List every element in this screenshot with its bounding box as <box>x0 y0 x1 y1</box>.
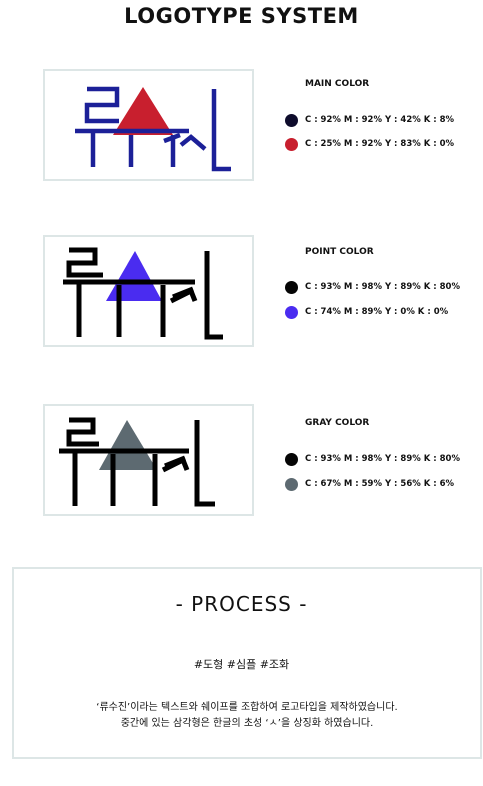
process-title: - PROCESS - <box>175 592 308 616</box>
logotype-mark <box>75 86 231 172</box>
point-color-label: POINT COLOR <box>305 247 374 257</box>
page-title: LOGOTYPE SYSTEM <box>124 4 359 28</box>
main-color-swatch-1: C : 92% M : 92% Y : 42% K : 8% <box>285 113 454 127</box>
process-panel <box>12 567 482 759</box>
color-dot <box>285 113 298 127</box>
cmyk-value: C : 25% M : 92% Y : 83% K : 0% <box>305 139 455 149</box>
process-tags: #도형 #심플 #조화 <box>193 658 290 671</box>
color-dot <box>285 280 298 294</box>
triangle-shape <box>106 251 162 301</box>
point-color-swatch-1: C : 93% M : 98% Y : 89% K : 80% <box>285 280 460 294</box>
color-dot <box>285 305 298 319</box>
logotype-main-color <box>43 69 254 181</box>
logotype-mark <box>63 247 223 340</box>
process-description: ‘류수진’이라는 텍스트와 쉐이프를 조합하여 로고타입을 제작하였습니다. 중… <box>12 700 482 732</box>
cmyk-value: C : 92% M : 92% Y : 42% K : 8% <box>305 115 455 125</box>
triangle-shape <box>99 420 157 470</box>
color-dot <box>285 137 298 151</box>
main-color-swatch-2: C : 25% M : 92% Y : 83% K : 0% <box>285 137 454 151</box>
color-dot <box>285 477 298 491</box>
cmyk-value: C : 67% M : 59% Y : 56% K : 6% <box>305 479 455 489</box>
logotype-gray-color <box>43 404 254 516</box>
gray-color-swatch-2: C : 67% M : 59% Y : 56% K : 6% <box>285 477 454 491</box>
triangle-shape <box>113 87 173 135</box>
main-color-label: MAIN COLOR <box>305 79 370 89</box>
gray-color-swatch-1: C : 93% M : 98% Y : 89% K : 80% <box>285 452 460 466</box>
gray-color-label: GRAY COLOR <box>305 418 370 428</box>
process-desc-line-2: 중간에 있는 삼각형은 한글의 초성 ‘ㅅ’을 상징화 하였습니다. <box>120 718 374 729</box>
logotype-point-color <box>43 235 254 347</box>
cmyk-value: C : 93% M : 98% Y : 89% K : 80% <box>305 282 460 292</box>
cmyk-value: C : 93% M : 98% Y : 89% K : 80% <box>305 454 460 464</box>
point-color-swatch-2: C : 74% M : 89% Y : 0% K : 0% <box>285 305 448 319</box>
color-dot <box>285 452 298 466</box>
process-desc-line-1: ‘류수진’이라는 텍스트와 쉐이프를 조합하여 로고타입을 제작하였습니다. <box>96 702 398 713</box>
cmyk-value: C : 74% M : 89% Y : 0% K : 0% <box>305 307 449 317</box>
logotype-mark <box>59 417 215 507</box>
